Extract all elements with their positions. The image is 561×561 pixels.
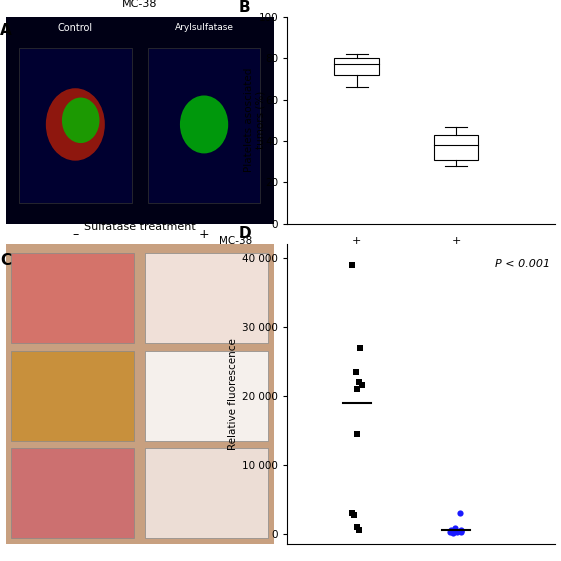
- Text: –: –: [72, 228, 79, 241]
- Bar: [11, 253, 134, 343]
- Bar: [11, 351, 134, 440]
- Text: +: +: [199, 228, 209, 241]
- Point: [447, 525, 456, 534]
- Point: [358, 381, 367, 390]
- Text: –: –: [354, 253, 360, 263]
- Text: D: D: [239, 226, 251, 241]
- Point: [457, 528, 466, 537]
- Point: [450, 524, 459, 533]
- Text: C: C: [0, 253, 11, 268]
- Bar: [145, 351, 268, 440]
- Ellipse shape: [62, 98, 99, 143]
- Text: A: A: [0, 23, 12, 38]
- Bar: [148, 48, 260, 203]
- Y-axis label: Relative fluorescence: Relative fluorescence: [228, 338, 238, 450]
- FancyBboxPatch shape: [334, 58, 379, 75]
- Text: MC-38: MC-38: [219, 236, 252, 246]
- Ellipse shape: [46, 88, 105, 160]
- Point: [448, 527, 457, 536]
- Point: [347, 509, 356, 518]
- Text: +: +: [452, 236, 461, 246]
- Point: [448, 528, 457, 537]
- Point: [356, 343, 365, 352]
- Text: Sulfatase treatment: Sulfatase treatment: [84, 222, 196, 232]
- Text: Arylsulfatase: Arylsulfatase: [184, 253, 252, 263]
- Point: [449, 526, 458, 535]
- Point: [457, 527, 466, 536]
- Point: [352, 367, 361, 376]
- Point: [355, 378, 364, 387]
- Point: [355, 526, 364, 535]
- Bar: [145, 253, 268, 343]
- Ellipse shape: [180, 95, 228, 153]
- Point: [457, 526, 466, 535]
- Text: +: +: [352, 236, 361, 246]
- Point: [455, 509, 464, 518]
- Bar: [19, 48, 132, 203]
- Point: [446, 527, 455, 536]
- Point: [451, 527, 460, 536]
- Text: Arylsulfatase: Arylsulfatase: [174, 23, 233, 32]
- Point: [352, 429, 361, 438]
- Text: MC-38: MC-38: [122, 0, 158, 8]
- Y-axis label: Platelets asosciated
tumors (%): Platelets asosciated tumors (%): [243, 68, 265, 172]
- Text: B: B: [239, 0, 251, 15]
- Point: [353, 384, 362, 393]
- Point: [453, 527, 462, 536]
- FancyBboxPatch shape: [434, 135, 479, 160]
- Text: P < 0.001: P < 0.001: [495, 259, 550, 269]
- Point: [352, 522, 361, 531]
- Point: [347, 260, 356, 269]
- Point: [350, 511, 358, 519]
- Text: +: +: [452, 253, 461, 263]
- Bar: [145, 448, 268, 538]
- Text: Control: Control: [58, 23, 93, 33]
- Bar: [11, 448, 134, 538]
